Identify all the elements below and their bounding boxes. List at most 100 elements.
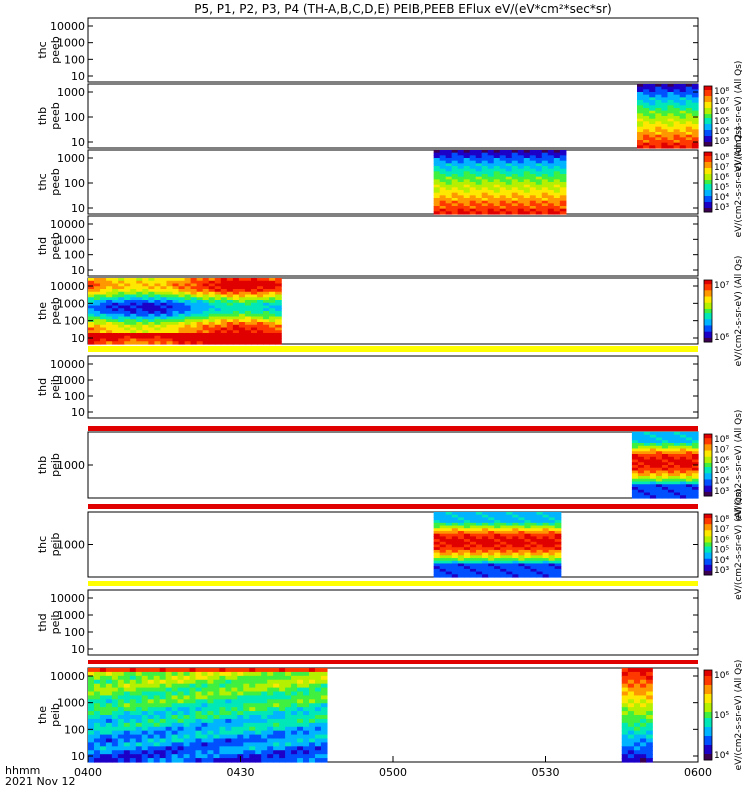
spectrogram-cell <box>201 679 209 685</box>
spectrogram-cell <box>257 335 264 340</box>
spectrogram-cell <box>172 313 180 318</box>
y-tick-label: 100 <box>64 111 85 124</box>
spectrogram-cell <box>291 742 298 747</box>
spectrogram-cell <box>100 300 107 304</box>
spectrogram-cell <box>621 742 629 747</box>
spectrogram-cell <box>529 152 537 156</box>
spectrogram-cell <box>249 699 256 704</box>
spectrogram-cell <box>214 286 222 290</box>
spectrogram-cell <box>621 738 629 744</box>
spectrogram-cell <box>118 341 125 345</box>
spectrogram-cell <box>553 211 561 215</box>
spectrogram-cell <box>165 746 173 751</box>
spectrogram-cell <box>172 335 180 340</box>
colorbar-label: eV/(cm2-s-sr-eV) (All Qs) <box>734 256 744 367</box>
spectrogram-cell <box>124 313 131 318</box>
spectrogram-cell <box>147 715 155 720</box>
spectrogram-cell <box>267 726 274 732</box>
colorbar-swatch <box>704 168 712 171</box>
spectrogram-cell <box>493 150 501 154</box>
spectrogram-cell <box>160 297 168 301</box>
spectrogram-cell <box>679 443 687 447</box>
spectrogram-cell <box>147 738 155 744</box>
spectrogram-cell <box>153 675 161 681</box>
spectrogram-cell <box>297 711 304 716</box>
spectrogram-cell <box>536 558 544 562</box>
spectrogram-cell <box>439 208 447 212</box>
spectrogram-cell <box>219 691 226 697</box>
spectrogram-cell <box>190 305 198 309</box>
spectrogram-cell <box>643 105 650 109</box>
spectrogram-cell <box>154 319 162 323</box>
spectrogram-cell <box>439 211 447 215</box>
spectrogram-cell <box>640 668 647 673</box>
spectrogram-cell <box>148 302 156 307</box>
spectrogram-cell <box>535 195 543 199</box>
spectrogram-cell <box>237 738 244 744</box>
colorbar-swatch <box>704 114 712 117</box>
spectrogram-cell <box>439 155 447 159</box>
spectrogram-cell <box>633 671 641 677</box>
spectrogram-cell <box>667 445 675 450</box>
spectrogram-cell <box>541 211 549 215</box>
spectrogram-cell <box>553 171 561 175</box>
status-bar <box>88 504 698 509</box>
spectrogram-cell <box>111 675 119 681</box>
spectrogram-cell <box>208 319 216 323</box>
spectrogram-cell <box>93 746 101 751</box>
y-axis-label: thc <box>36 536 49 553</box>
spectrogram-cell <box>523 168 531 172</box>
spectrogram-cell <box>153 746 161 751</box>
spectrogram-cell <box>649 456 657 461</box>
spectrogram-cell <box>118 291 125 296</box>
spectrogram-cell <box>153 668 161 673</box>
spectrogram-cell <box>99 671 107 677</box>
spectrogram-cell <box>118 327 125 331</box>
spectrogram-cell <box>207 711 215 716</box>
spectrogram-cell <box>517 182 525 186</box>
spectrogram-cell <box>183 726 191 732</box>
spectrogram-cell <box>195 699 203 704</box>
spectrogram-cell <box>279 754 286 759</box>
spectrogram-cell <box>457 547 465 551</box>
spectrogram-cell <box>553 166 561 170</box>
spectrogram-cell <box>542 520 550 524</box>
spectrogram-cell <box>559 187 567 191</box>
spectrogram-cell <box>250 322 258 326</box>
spectrogram-cell <box>154 327 162 331</box>
spectrogram-cell <box>171 746 179 751</box>
spectrogram-cell <box>451 208 459 212</box>
spectrogram-cell <box>88 289 95 293</box>
spectrogram-cell <box>621 754 629 759</box>
spectrogram-cell <box>257 324 264 329</box>
spectrogram-cell <box>111 738 119 744</box>
spectrogram-cell <box>207 699 215 704</box>
spectrogram-cell <box>195 683 203 689</box>
spectrogram-cell <box>118 333 125 337</box>
spectrogram-cell <box>94 327 101 331</box>
spectrogram-cell <box>655 445 663 450</box>
spectrogram-cell <box>93 726 101 732</box>
spectrogram-cell <box>451 552 459 556</box>
spectrogram-cell <box>506 563 513 567</box>
spectrogram-cell <box>201 695 209 700</box>
spectrogram-cell <box>547 171 555 175</box>
spectrogram-cell <box>208 286 216 290</box>
spectrogram-cell <box>88 750 95 755</box>
spectrogram-cell <box>177 758 185 763</box>
spectrogram-cell <box>512 568 519 573</box>
spectrogram-cell <box>655 110 662 114</box>
colorbar-swatch <box>704 306 712 310</box>
spectrogram-cell <box>661 478 669 483</box>
spectrogram-cell <box>511 195 519 199</box>
spectrogram-cell <box>99 711 107 716</box>
spectrogram-cell <box>493 174 501 178</box>
spectrogram-cell <box>673 92 681 96</box>
spectrogram-cell <box>257 286 264 290</box>
spectrogram-cell <box>232 330 240 334</box>
spectrogram-cell <box>685 118 693 122</box>
spectrogram-cell <box>511 168 519 172</box>
spectrogram-cell <box>94 302 101 307</box>
spectrogram-cell <box>445 206 453 210</box>
colorbar-tick-label: 10⁵ <box>714 117 729 127</box>
